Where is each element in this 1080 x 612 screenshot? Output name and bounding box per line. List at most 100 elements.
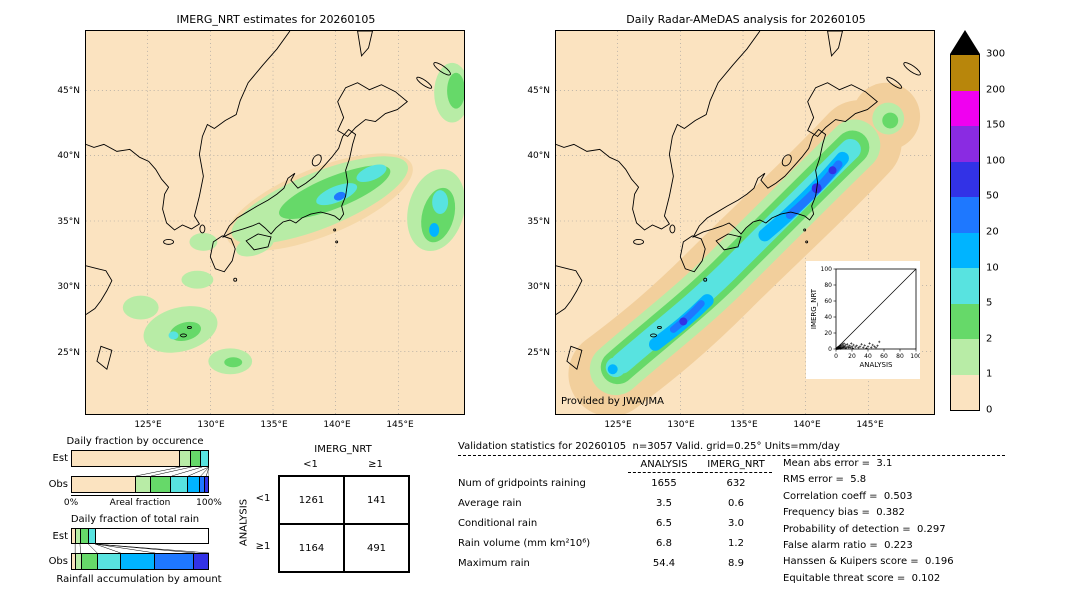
score-line: Equitable threat score = 0.102 — [783, 572, 941, 584]
stats-title: Validation statistics for 20260105 n=305… — [458, 441, 840, 452]
bar-segment — [171, 477, 188, 492]
score-line: RMS error = 5.8 — [783, 474, 867, 486]
lon-tick-label: 145°E — [856, 420, 884, 430]
inset-scatter-svg: 00 20 20 40 40 60 60 80 80 100 100 ANALYSIS IMERG_NR… — [810, 266, 922, 369]
bar-segment — [190, 451, 202, 466]
bar-segment — [194, 554, 208, 569]
lon-tick-label: 125°E — [134, 420, 162, 430]
occurrence-obs-bar — [71, 476, 209, 493]
stats-row: Average rain 3.5 0.6 — [458, 498, 772, 518]
stats-analysis-value: 54.4 — [652, 558, 676, 569]
lat-tick-label: 25°N — [527, 348, 550, 358]
svg-text:40: 40 — [864, 353, 872, 360]
bar-segment — [120, 554, 155, 569]
stats-imerg-value: 0.6 — [728, 498, 744, 509]
occurrence-title: Daily fraction by occurence — [66, 436, 204, 447]
colorbar-cell — [951, 90, 979, 126]
bar-segment — [72, 477, 136, 492]
stats-row-label: Rain volume (mm km²10⁶) — [458, 538, 591, 549]
stats-imerg-value: 8.9 — [728, 558, 744, 569]
lat-tick-label: 25°N — [57, 348, 80, 358]
bar-segment — [72, 529, 77, 543]
precip-imerg — [122, 62, 464, 375]
colorbar-cell — [951, 303, 979, 339]
colorbar-tick-label: 10 — [986, 262, 999, 274]
bar-segment — [76, 529, 81, 543]
left-map: 45°N 40°N 35°N 30°N 25°N 125°E 130°E 135°E 140°E… — [57, 30, 467, 430]
contingency-col-label-lt1: <1 — [303, 459, 318, 470]
lon-tick-label: 125°E — [604, 420, 632, 430]
colorbar-cell — [951, 197, 979, 233]
bar-segment — [150, 477, 172, 492]
bar-segment — [135, 477, 151, 492]
occurrence-est-label: Est — [52, 453, 68, 464]
score-line: Probability of detection = 0.297 — [783, 523, 946, 535]
colorbar-cell — [951, 161, 979, 197]
stats-imerg-value: 1.2 — [728, 538, 744, 549]
stats-row: Rain volume (mm km²10⁶) 6.8 1.2 — [458, 538, 772, 558]
colorbar-tick-label: 150 — [986, 119, 1006, 131]
stats-imerg-value: 632 — [726, 478, 746, 489]
left-map-title: IMERG_NRT estimates for 20260105 — [176, 13, 376, 26]
colorbar-tick-label: 300 — [986, 48, 1006, 60]
connector-lines — [71, 467, 209, 476]
stats-row-label: Average rain — [458, 498, 522, 509]
total-rain-obs-bar — [71, 553, 209, 570]
colorbar-tick-label: 200 — [986, 84, 1006, 96]
lon-tick-label: 140°E — [793, 420, 821, 430]
lat-tick-label: 30°N — [57, 282, 80, 292]
bar-segment — [76, 554, 82, 569]
svg-text:20: 20 — [824, 330, 832, 337]
colorbar-tick-label: 100 — [986, 155, 1006, 167]
svg-text:40: 40 — [824, 314, 832, 321]
stats-col-imerg: IMERG_NRT — [700, 459, 772, 473]
inset-ylabel: IMERG_NRT — [810, 288, 818, 329]
lat-tick-label: 45°N — [57, 86, 80, 96]
stats-divider — [458, 455, 1005, 456]
stats-analysis-value: 1655 — [651, 478, 677, 489]
lat-tick-label: 45°N — [527, 86, 550, 96]
svg-text:80: 80 — [824, 282, 832, 289]
score-line: Frequency bias = 0.382 — [783, 507, 905, 519]
stats-header-row: ANALYSIS IMERG_NRT — [458, 459, 772, 473]
lon-tick-label: 140°E — [323, 420, 351, 430]
svg-text:100: 100 — [910, 353, 920, 360]
contingency-row-label-lt1: <1 — [255, 493, 271, 504]
stats-analysis-value: 6.5 — [656, 518, 672, 529]
contingency-row-header: ANALYSIS — [238, 498, 250, 547]
inset-scatter: 0 0 20 20 40 40 60 60 80 80 100 100 ANALYSIS IMERG_NR… — [806, 261, 922, 379]
colorbar-cell — [951, 232, 979, 268]
colorbar-tick-label: 50 — [986, 190, 999, 202]
lon-tick-label: 145°E — [386, 420, 414, 430]
colorbar-tick-label: 0 — [986, 404, 993, 416]
contingency-grid: 1261 141 1164 491 — [278, 475, 410, 573]
connector-lines — [71, 544, 209, 553]
svg-text:0: 0 — [834, 353, 838, 360]
colorbar-cell — [951, 126, 979, 162]
precip-radar — [568, 82, 921, 414]
colorbar-cell — [951, 55, 979, 91]
lat-tick-label: 40°N — [57, 151, 80, 161]
colorbar-tick-label: 5 — [986, 297, 993, 309]
stats-imerg-value: 3.0 — [728, 518, 744, 529]
total-rain-caption: Rainfall accumulation by amount — [56, 574, 222, 585]
occurrence-obs-label: Obs — [48, 479, 68, 490]
right-map: 0 0 20 20 40 40 60 60 80 80 100 100 ANALYSIS IMERG_NR… — [527, 30, 937, 430]
contingency-cell: 1164 — [279, 524, 344, 572]
left-map-canvas — [85, 30, 465, 415]
lat-tick-label: 40°N — [527, 151, 550, 161]
contingency-cell: 1261 — [279, 476, 344, 524]
svg-text:0: 0 — [828, 346, 832, 353]
stats-header-spacer — [458, 459, 628, 473]
score-line: Hanssen & Kuipers score = 0.196 — [783, 556, 954, 568]
bar-segment — [205, 477, 208, 492]
colorbar-cell — [951, 268, 979, 304]
bar-segment — [80, 529, 89, 543]
contingency-col-label-ge1: ≥1 — [368, 459, 383, 470]
colorbar-tick-label: 1 — [986, 368, 993, 380]
lat-tick-label: 35°N — [57, 217, 80, 227]
occurrence-axis-label: Areal fraction — [109, 498, 171, 508]
contingency-col-header: IMERG_NRT — [314, 444, 372, 455]
colorbar-tick-label: 20 — [986, 226, 999, 238]
